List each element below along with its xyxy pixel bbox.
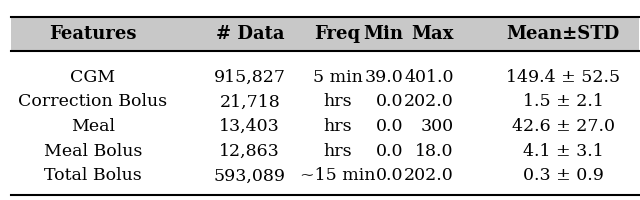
Text: 12,863: 12,863 bbox=[220, 143, 280, 160]
Text: Freq: Freq bbox=[315, 25, 360, 43]
Text: # Data: # Data bbox=[216, 25, 284, 43]
Text: 13,403: 13,403 bbox=[220, 118, 280, 135]
Text: 149.4 ± 52.5: 149.4 ± 52.5 bbox=[506, 69, 620, 86]
Text: 21,718: 21,718 bbox=[220, 93, 280, 110]
Text: ~15 min: ~15 min bbox=[300, 167, 375, 184]
Text: hrs: hrs bbox=[323, 143, 352, 160]
Text: 202.0: 202.0 bbox=[404, 93, 454, 110]
Text: Correction Bolus: Correction Bolus bbox=[19, 93, 168, 110]
Text: 0.0: 0.0 bbox=[376, 143, 403, 160]
Text: 202.0: 202.0 bbox=[404, 167, 454, 184]
Text: Meal Bolus: Meal Bolus bbox=[44, 143, 142, 160]
Text: Total Bolus: Total Bolus bbox=[44, 167, 142, 184]
Text: 401.0: 401.0 bbox=[404, 69, 454, 86]
FancyBboxPatch shape bbox=[12, 17, 639, 51]
Text: 0.0: 0.0 bbox=[376, 118, 403, 135]
Text: hrs: hrs bbox=[323, 118, 352, 135]
Text: Max: Max bbox=[412, 25, 454, 43]
Text: 915,827: 915,827 bbox=[214, 69, 286, 86]
Text: 300: 300 bbox=[420, 118, 454, 135]
Text: 593,089: 593,089 bbox=[214, 167, 286, 184]
Text: Min: Min bbox=[364, 25, 403, 43]
Text: Mean±STD: Mean±STD bbox=[507, 25, 620, 43]
Text: 1.5 ± 2.1: 1.5 ± 2.1 bbox=[523, 93, 604, 110]
Text: hrs: hrs bbox=[323, 93, 352, 110]
Text: 4.1 ± 3.1: 4.1 ± 3.1 bbox=[523, 143, 604, 160]
Text: 0.3 ± 0.9: 0.3 ± 0.9 bbox=[523, 167, 604, 184]
Text: CGM: CGM bbox=[70, 69, 116, 86]
Text: 42.6 ± 27.0: 42.6 ± 27.0 bbox=[512, 118, 615, 135]
Text: 39.0: 39.0 bbox=[365, 69, 403, 86]
Text: 0.0: 0.0 bbox=[376, 167, 403, 184]
Text: Meal: Meal bbox=[71, 118, 115, 135]
Text: 0.0: 0.0 bbox=[376, 93, 403, 110]
Text: Features: Features bbox=[49, 25, 137, 43]
Text: 18.0: 18.0 bbox=[415, 143, 454, 160]
Text: 5 min: 5 min bbox=[313, 69, 362, 86]
